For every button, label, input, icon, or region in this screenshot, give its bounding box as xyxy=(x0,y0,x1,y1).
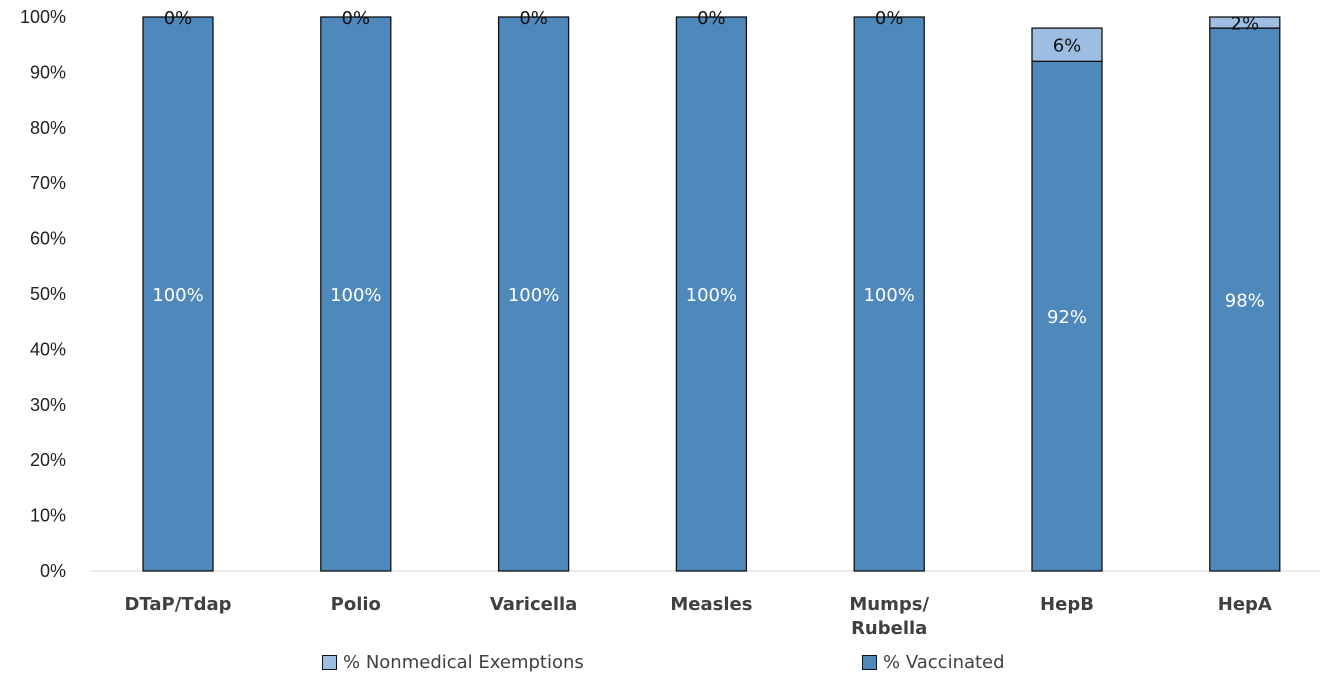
data-label-nonmedical: 0% xyxy=(697,8,726,29)
x-tick-label: Varicella xyxy=(490,594,578,615)
data-label-vaccinated: 98% xyxy=(1225,291,1265,312)
x-tick-label: HepA xyxy=(1218,594,1272,615)
x-tick-label: Mumps/Rubella xyxy=(849,594,929,639)
x-tick-label: HepB xyxy=(1040,594,1094,615)
y-tick-label: 80% xyxy=(30,118,66,138)
data-label-vaccinated: 100% xyxy=(330,285,381,306)
x-tick-label: DTaP/Tdap xyxy=(124,594,231,615)
data-label-vaccinated: 100% xyxy=(152,285,203,306)
legend-swatch-nonmedical xyxy=(322,655,337,670)
bar-vaccinated xyxy=(1031,60,1103,572)
x-tick-label: Measles xyxy=(670,594,752,615)
data-label-vaccinated: 92% xyxy=(1047,307,1087,328)
y-tick-label: 30% xyxy=(30,395,66,415)
y-tick-label: 90% xyxy=(30,62,66,82)
data-label-nonmedical: 0% xyxy=(164,8,193,29)
x-axis: DTaP/Tdap Polio Varicella Measles Mumps/Rube… xyxy=(124,594,1271,639)
bar-vaccinated xyxy=(497,16,570,572)
bar-vaccinated xyxy=(675,16,748,572)
legend-nonmedical: % Nonmedical Exemptions xyxy=(322,652,584,673)
bar-vaccinated xyxy=(142,16,214,572)
y-tick-label: 0% xyxy=(40,561,66,581)
legend-label-nonmedical: % Nonmedical Exemptions xyxy=(343,652,584,673)
data-label-nonmedical: 2% xyxy=(1231,14,1260,35)
y-tick-label: 100% xyxy=(20,7,66,27)
bar-vaccinated xyxy=(320,16,392,572)
data-label-nonmedical: 0% xyxy=(519,8,548,29)
y-axis: 0% 10% 20% 30% 40% 50% 60% 70% 80% 90% 100% xyxy=(20,7,66,581)
data-label-vaccinated: 100% xyxy=(508,285,559,306)
bar-nonmedical xyxy=(1031,27,1103,62)
bar-vaccinated xyxy=(853,16,925,572)
x-tick-label: Polio xyxy=(331,594,381,615)
bars: 100% 0% 100% 0% 100% 0% 100% 0% 100% 0% 92% 6% 98% 2% xyxy=(142,8,1281,572)
y-tick-label: 70% xyxy=(30,173,66,193)
y-tick-label: 50% xyxy=(30,284,66,304)
y-tick-label: 20% xyxy=(30,450,66,470)
data-label-vaccinated: 100% xyxy=(863,285,914,306)
y-tick-label: 60% xyxy=(30,229,66,249)
data-label-vaccinated: 100% xyxy=(686,285,737,306)
legend-vaccinated: % Vaccinated xyxy=(862,652,1005,673)
data-label-nonmedical: 6% xyxy=(1053,36,1082,57)
data-label-nonmedical: 0% xyxy=(342,8,371,29)
y-tick-label: 40% xyxy=(30,339,66,359)
legend-swatch-vaccinated xyxy=(862,655,877,670)
bar-nonmedical xyxy=(1209,16,1281,29)
data-label-nonmedical: 0% xyxy=(875,8,904,29)
legend-label-vaccinated: % Vaccinated xyxy=(883,652,1005,673)
bar-vaccinated xyxy=(1209,27,1281,572)
y-tick-label: 10% xyxy=(30,506,66,526)
